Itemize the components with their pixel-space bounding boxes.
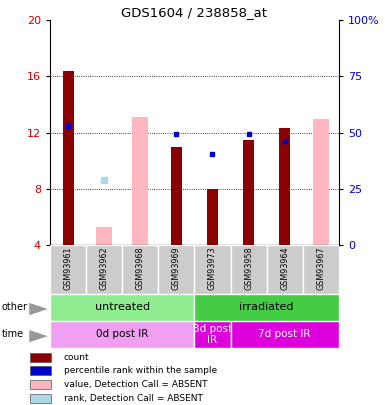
Bar [194,321,231,348]
Bar [50,321,194,348]
Bar [96,227,112,245]
Bar [231,321,339,348]
Bar [231,245,266,294]
Bar [50,245,86,294]
Text: GSM93967: GSM93967 [316,247,325,290]
Polygon shape [29,330,48,342]
Bar [50,294,194,321]
Bar [194,245,231,294]
Text: irradiated: irradiated [239,302,294,312]
Bar [313,119,329,245]
Text: GSM93958: GSM93958 [244,247,253,290]
Text: GSM93962: GSM93962 [100,247,109,290]
Bar [30,394,52,403]
Bar [30,353,52,362]
Bar [194,294,339,321]
Bar [266,245,303,294]
Text: 3d post
IR: 3d post IR [193,324,232,345]
Text: untreated: untreated [95,302,150,312]
Polygon shape [29,303,48,315]
Bar [279,128,290,245]
Bar [122,245,158,294]
Bar [86,245,122,294]
Bar [63,71,74,245]
Text: GSM93961: GSM93961 [64,247,73,290]
Text: percentile rank within the sample: percentile rank within the sample [64,367,217,375]
Text: rank, Detection Call = ABSENT: rank, Detection Call = ABSENT [64,394,203,403]
Text: other: other [2,302,28,312]
Text: GSM93973: GSM93973 [208,247,217,290]
Text: GSM93964: GSM93964 [280,247,289,290]
Bar [243,140,254,245]
Bar [30,380,52,389]
Text: 7d post IR: 7d post IR [258,329,311,339]
Text: GSM93969: GSM93969 [172,247,181,290]
Bar [207,189,218,245]
Bar [132,117,148,245]
Bar [171,147,182,245]
Text: time: time [2,329,24,339]
Bar [30,367,52,375]
Bar [158,245,194,294]
Text: 0d post IR: 0d post IR [96,329,149,339]
Text: value, Detection Call = ABSENT: value, Detection Call = ABSENT [64,380,208,389]
Text: count: count [64,353,89,362]
Title: GDS1604 / 238858_at: GDS1604 / 238858_at [121,6,268,19]
Text: GSM93968: GSM93968 [136,247,145,290]
Bar [303,245,339,294]
